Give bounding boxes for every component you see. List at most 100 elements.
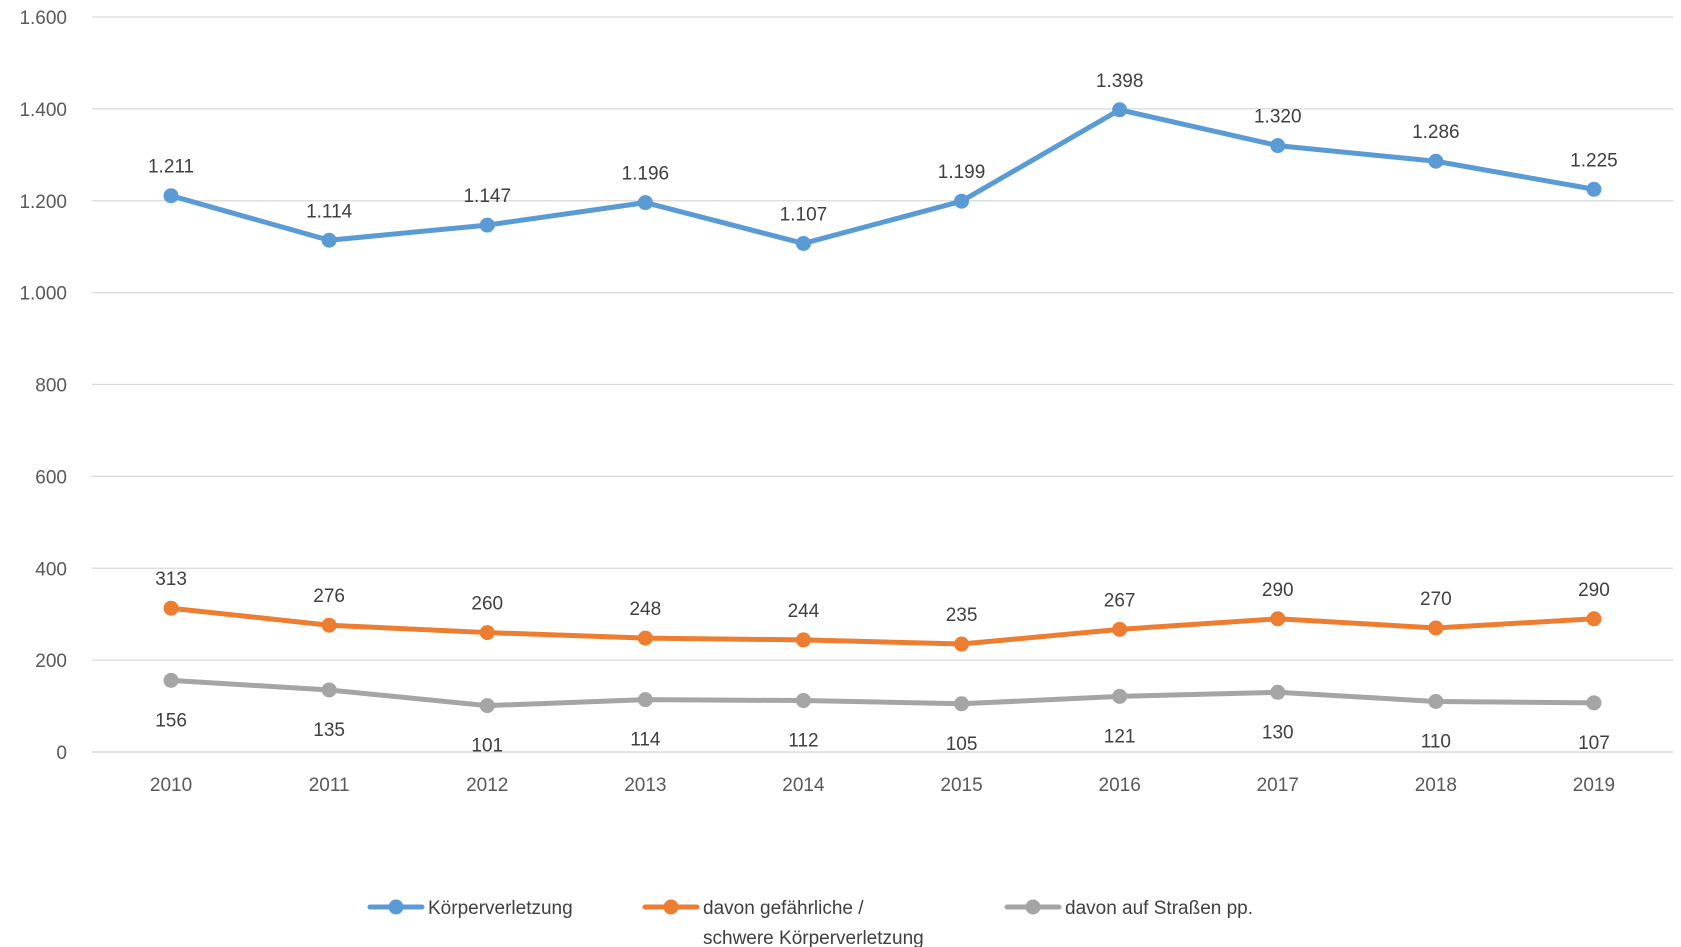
data-label: 290 [1578, 580, 1610, 601]
series-line [168, 107, 1597, 246]
data-label: 313 [155, 569, 187, 590]
legend: Körperverletzung davon gefährliche / schwe… [367, 898, 1253, 947]
data-label: 114 [630, 730, 661, 751]
x-tick-label: 2016 [1099, 775, 1141, 796]
data-point [954, 636, 970, 652]
data-label: 1.398 [1096, 71, 1144, 92]
data-label: 112 [788, 731, 818, 752]
data-point [1428, 620, 1444, 636]
data-label: 105 [946, 734, 978, 755]
legend-swatch-marker [663, 899, 679, 915]
y-tick-label: 1.000 [19, 284, 67, 305]
series-1: 1.211 1.114 1.147 1.196 1.107 1.199 1.398 1.320… [148, 71, 1618, 251]
legend-label: davon gefährliche / [703, 898, 864, 919]
data-point [1270, 611, 1286, 627]
data-label: 1.286 [1412, 122, 1460, 143]
y-axis-tick-labels: 0 200 400 600 800 1.000 1.200 1.400 1.600 [19, 8, 67, 764]
data-label: 135 [313, 720, 345, 741]
data-label: 267 [1104, 590, 1136, 611]
x-tick-label: 2019 [1573, 775, 1615, 796]
y-tick-label: 400 [35, 559, 67, 580]
data-label: 270 [1420, 589, 1452, 610]
legend-swatch-marker [1025, 899, 1041, 915]
data-label: 1.225 [1570, 150, 1618, 171]
legend-label: Körperverletzung [428, 898, 573, 919]
legend-label: schwere Körperverletzung [703, 928, 924, 947]
data-label: 235 [946, 605, 978, 626]
legend-swatch-marker [388, 899, 404, 915]
x-axis: 2010 2011 2012 2013 2014 2015 2016 2017 2018 2019 [92, 751, 1673, 796]
data-point [163, 188, 179, 204]
data-point [1112, 688, 1128, 704]
x-tick-label: 2018 [1415, 775, 1457, 796]
data-point [1112, 102, 1128, 118]
y-tick-label: 800 [35, 376, 67, 397]
x-tick-label: 2012 [466, 775, 508, 796]
x-tick-label: 2017 [1257, 775, 1299, 796]
legend-label: davon auf Straßen pp. [1065, 898, 1253, 919]
data-label: 290 [1262, 580, 1294, 601]
data-label: 1.196 [622, 164, 670, 185]
data-label: 101 [471, 736, 503, 757]
data-point [479, 698, 495, 714]
series-group: 1.211 1.114 1.147 1.196 1.107 1.199 1.398 1.320… [148, 71, 1618, 757]
data-point [479, 217, 495, 233]
data-label: 130 [1262, 722, 1294, 743]
series-line [168, 605, 1597, 647]
data-label: 121 [1104, 726, 1136, 747]
data-label: 1.114 [306, 201, 353, 222]
data-label: 260 [471, 594, 503, 615]
data-point [954, 193, 970, 209]
series-line [168, 677, 1597, 709]
data-label: 1.147 [463, 186, 511, 207]
series-3: 156 135 101 114 112 105 121 130 110 107 [155, 672, 1610, 757]
data-point [637, 692, 653, 708]
data-point [321, 617, 337, 633]
data-label: 1.211 [148, 157, 194, 178]
legend-item-2: davon gefährliche / schwere Körperverletz… [642, 898, 924, 947]
data-point [163, 672, 179, 688]
data-point [1112, 621, 1128, 637]
series-2: 313 276 260 248 244 235 267 290 270 290 [155, 569, 1610, 652]
data-label: 276 [313, 586, 345, 607]
y-tick-label: 1.400 [19, 100, 67, 121]
x-tick-label: 2013 [624, 775, 666, 796]
x-tick-label: 2014 [782, 775, 825, 796]
x-tick-label: 2015 [940, 775, 982, 796]
y-tick-label: 1.600 [19, 8, 67, 29]
y-tick-label: 0 [56, 743, 67, 764]
data-label: 1.199 [938, 162, 986, 183]
gridlines [92, 16, 1673, 753]
x-tick-label: 2011 [309, 775, 350, 796]
data-point [479, 625, 495, 641]
data-label: 156 [155, 710, 187, 731]
legend-item-3: davon auf Straßen pp. [1004, 898, 1253, 919]
data-point [1586, 611, 1602, 627]
data-point [1586, 695, 1602, 711]
data-point [321, 682, 337, 698]
data-label: 110 [1421, 731, 1451, 752]
data-point [795, 235, 811, 251]
data-point [954, 696, 970, 712]
data-label: 1.320 [1254, 107, 1302, 128]
data-point [795, 632, 811, 648]
y-tick-label: 200 [35, 651, 67, 672]
y-tick-label: 1.200 [19, 192, 67, 213]
legend-item-1: Körperverletzung [367, 898, 573, 919]
data-point [163, 600, 179, 616]
data-point [637, 630, 653, 646]
data-point [321, 232, 337, 248]
data-label: 1.107 [780, 204, 828, 225]
x-tick-label: 2010 [150, 775, 192, 796]
data-label: 244 [788, 601, 820, 622]
data-label: 248 [629, 599, 661, 620]
data-label: 107 [1578, 733, 1610, 754]
data-point [637, 195, 653, 211]
data-point [1270, 684, 1286, 700]
data-point [1428, 153, 1444, 169]
data-point [1586, 181, 1602, 197]
y-tick-label: 600 [35, 467, 67, 488]
data-point [1428, 693, 1444, 709]
data-point [1270, 138, 1286, 154]
